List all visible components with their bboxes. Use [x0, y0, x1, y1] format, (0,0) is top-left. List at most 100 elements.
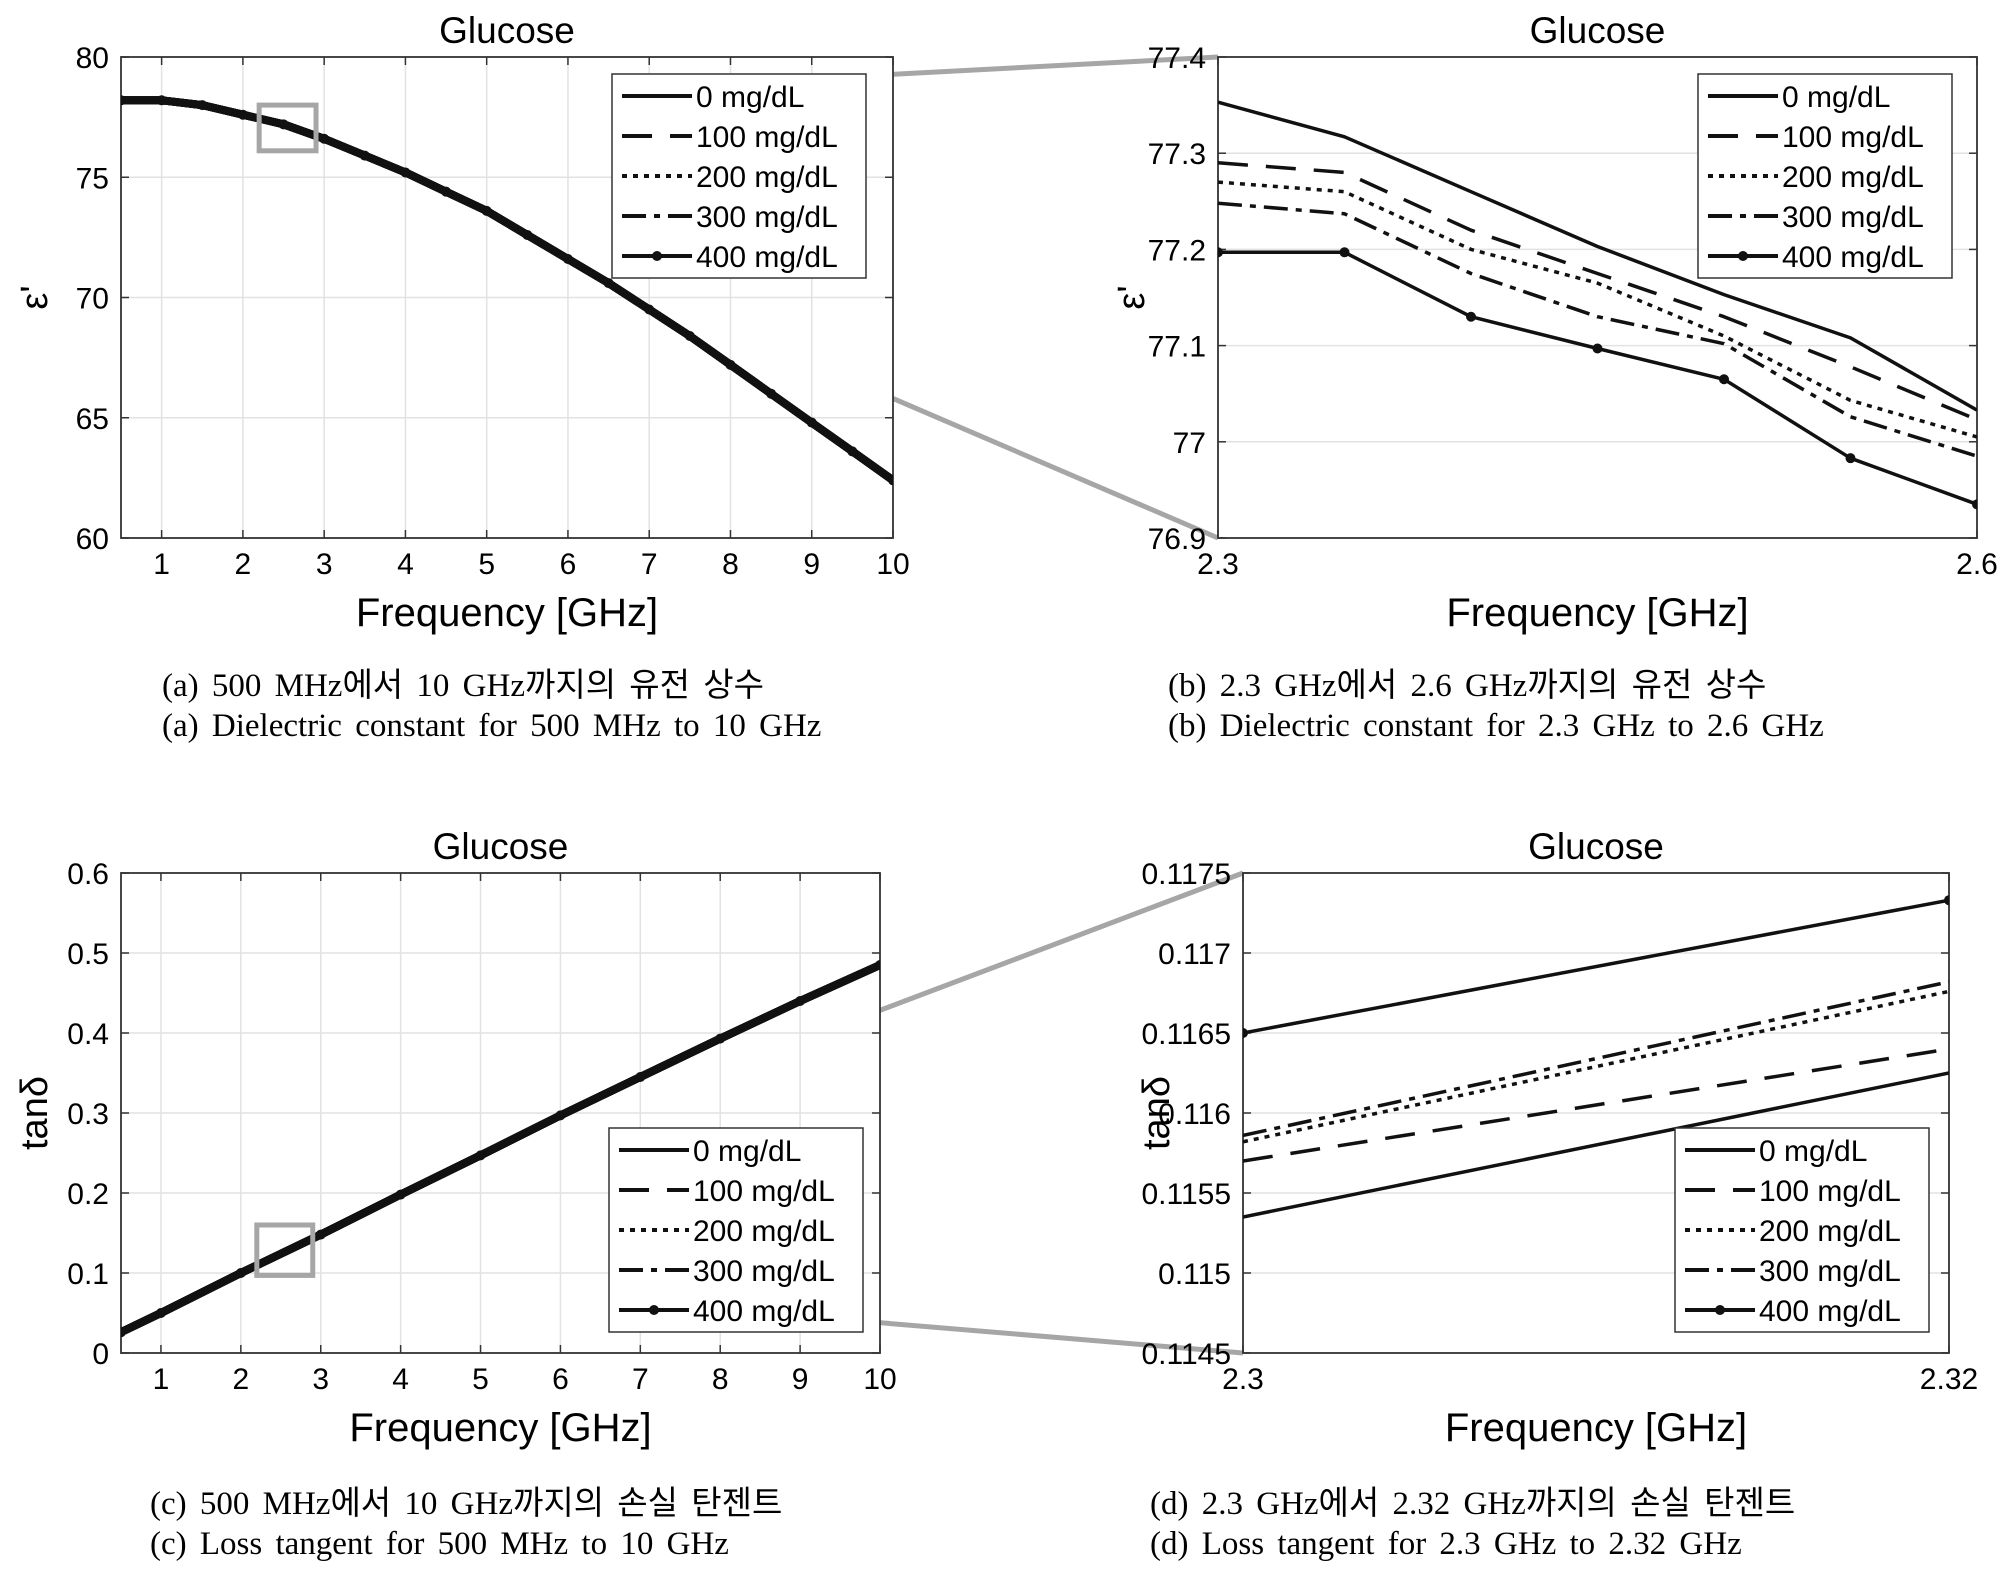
y-tick-label: 0.1145	[1141, 1338, 1231, 1371]
caption-a-english: (a) Dielectric constant for 500 MHz to 1…	[162, 708, 822, 744]
y-axis-label: tanδ	[14, 1076, 56, 1150]
y-tick-label: 0	[92, 1338, 109, 1371]
y-tick-label: 0.2	[67, 1178, 109, 1211]
x-axis-label: Frequency [GHz]	[1445, 1406, 1747, 1450]
data-point-400	[635, 1072, 646, 1082]
legend-label: 0 mg/dL	[693, 1135, 801, 1168]
data-point-400	[278, 119, 289, 130]
caption-c-english: (c) Loss tangent for 500 MHz to 10 GHz	[150, 1526, 729, 1562]
caption-a-korean: (a) 500 MHz에서 10 GHz까지의 유전 상수	[162, 668, 764, 704]
y-tick-label: 0.5	[67, 938, 109, 971]
y-axis-label: ε'	[1111, 285, 1153, 309]
legend-label: 200 mg/dL	[696, 161, 838, 194]
data-point-400	[522, 229, 533, 240]
y-tick-label: 0.1175	[1141, 858, 1231, 891]
data-point-400	[847, 446, 858, 457]
x-tick-label: 9	[803, 548, 820, 581]
y-tick-label: 0.1155	[1141, 1178, 1231, 1211]
data-point-400	[441, 186, 452, 197]
x-axis-label: Frequency [GHz]	[1446, 591, 1748, 635]
legend-label: 100 mg/dL	[1782, 121, 1924, 154]
legend-label: 100 mg/dL	[1759, 1175, 1901, 1208]
data-point-400	[1592, 343, 1603, 354]
legend-box	[608, 1127, 864, 1333]
axes-box	[1217, 56, 1978, 539]
y-tick-label: 0.3	[67, 1098, 109, 1131]
series-line-100mgdl	[1218, 161, 1977, 422]
chart-b-dielectric-zoom: 76.9 77 77.1 77.2 77.3 77.4 2.3 2.6 Glucose Frequ…	[1111, 10, 1998, 635]
legend: 0 mg/dL 100 mg/dL 200 mg/dL 300 mg/dL 400 mg…	[611, 73, 867, 279]
legend-label: 400 mg/dL	[1759, 1295, 1901, 1328]
y-tick-label: 77.4	[1148, 42, 1206, 75]
y-axis-label: ε'	[14, 285, 56, 309]
chart-title: Glucose	[1530, 10, 1666, 51]
data-point-400	[481, 205, 492, 216]
data-point-400	[237, 109, 248, 120]
legend: 0 mg/dL 100 mg/dL 200 mg/dL 300 mg/dL 400 mg…	[1697, 73, 1953, 279]
series-line-100mgdl	[1243, 1047, 1949, 1163]
y-tick-label: 75	[76, 162, 109, 195]
chart-title: Glucose	[439, 10, 575, 51]
x-tick-label: 1	[153, 1363, 170, 1396]
series-group	[121, 960, 880, 1338]
x-tick-label: 8	[722, 548, 739, 581]
caption-b-english: (b) Dielectric constant for 2.3 GHz to 2…	[1168, 708, 1824, 744]
data-point-400	[875, 960, 880, 970]
data-point-400	[1218, 247, 1223, 258]
data-point-400	[475, 1150, 486, 1161]
y-tick-label: 0.4	[67, 1018, 109, 1051]
legend-label: 0 mg/dL	[1782, 81, 1890, 114]
x-tick-label: 2	[235, 548, 252, 581]
series-line-400mgdl	[121, 96, 893, 484]
x-tick-label: 1	[153, 548, 170, 581]
chart-c-loss-tangent-full: 0 0.1 0.2 0.3 0.4 0.5 0.6 1 2 3 4 5 6 7 8 9 10 Glucose Fre…	[14, 826, 897, 1450]
caption-b-korean: (b) 2.3 GHz에서 2.6 GHz까지의 유전 상수	[1168, 668, 1767, 704]
y-tick-label: 80	[76, 42, 109, 75]
y-tick-label: 70	[76, 283, 109, 316]
x-tick-label: 2.6	[1956, 548, 1998, 581]
chart-title: Glucose	[433, 826, 569, 867]
x-tick-label: 2.3	[1222, 1363, 1264, 1396]
legend-label: 200 mg/dL	[693, 1215, 835, 1248]
data-point-400	[359, 150, 370, 161]
zoom-region-box	[256, 102, 319, 154]
x-tick-label: 8	[712, 1363, 729, 1396]
data-point-400	[715, 1033, 726, 1044]
data-point-400	[1944, 895, 1949, 906]
y-tick-label: 60	[76, 523, 109, 556]
legend-label: 400 mg/dL	[696, 241, 838, 274]
y-tick-label: 0.116	[1158, 1098, 1231, 1131]
data-point-400	[1845, 453, 1856, 464]
x-tick-label: 4	[392, 1363, 409, 1396]
data-point-400	[603, 278, 614, 289]
chart-a-dielectric-full: 60 65 70 75 80 1 2 3 4 5 6 7 8 9 10 Glucose Frequency [G…	[14, 10, 910, 635]
x-tick-label: 9	[792, 1363, 809, 1396]
y-tick-label: 76.9	[1148, 523, 1206, 556]
y-tick-label: 0.115	[1158, 1258, 1231, 1291]
legend-marker	[1738, 251, 1748, 261]
data-point-400	[155, 1308, 166, 1318]
data-point-400	[555, 1110, 566, 1121]
data-point-400	[121, 1327, 126, 1338]
chart-d-loss-tangent-zoom: 0.1145 0.115 0.1155 0.116 0.1165 0.117 0.1175 2…	[1136, 826, 1978, 1450]
legend-label: 200 mg/dL	[1782, 161, 1924, 194]
legend-label: 0 mg/dL	[696, 81, 804, 114]
legend: 0 mg/dL 100 mg/dL 200 mg/dL 300 mg/dL 400 mg…	[608, 1127, 864, 1333]
legend-label: 0 mg/dL	[1759, 1135, 1867, 1168]
x-tick-label: 6	[552, 1363, 569, 1396]
series-line-0mgdl	[1243, 1071, 1949, 1219]
data-point-400	[795, 996, 806, 1006]
legend-marker	[652, 251, 662, 261]
x-axis-label: Frequency [GHz]	[349, 1406, 651, 1450]
data-point-400	[1719, 374, 1729, 385]
legend-label: 100 mg/dL	[696, 121, 838, 154]
y-tick-label: 77	[1173, 427, 1206, 460]
x-tick-label: 5	[472, 1363, 489, 1396]
legend-label: 400 mg/dL	[1782, 241, 1924, 274]
legend-marker	[1715, 1305, 1725, 1315]
y-tick-label: 77.2	[1148, 234, 1206, 267]
x-tick-label: 7	[632, 1363, 649, 1396]
legend-label: 100 mg/dL	[693, 1175, 835, 1208]
y-tick-label: 77.1	[1148, 331, 1206, 364]
